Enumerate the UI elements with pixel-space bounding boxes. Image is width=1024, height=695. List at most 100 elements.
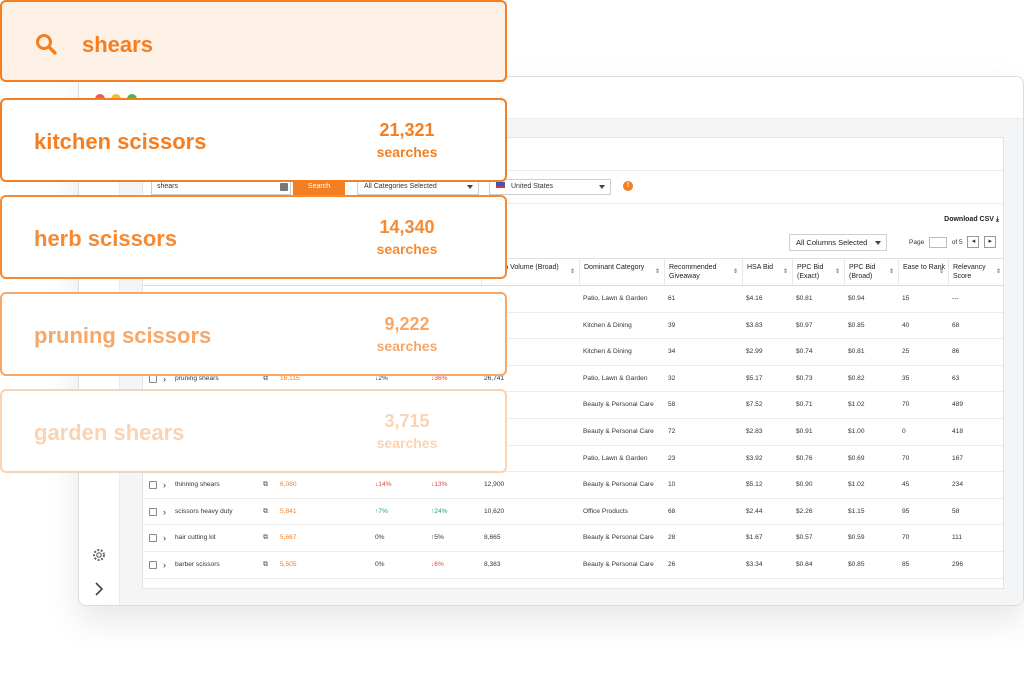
trend-up-icon: ↑ <box>431 507 435 515</box>
hsa-bid-cell: $2.99 <box>746 348 763 356</box>
sort-icon: ⇕ <box>569 269 575 275</box>
table-row[interactable]: › ⧉ scissors heavy duty 5,841 ↑7% ↑24% 10,620 O… <box>143 499 1003 526</box>
columns-select[interactable]: All Columns Selected <box>789 234 887 251</box>
sort-icon: ⇕ <box>834 269 840 275</box>
external-link-icon[interactable]: ⧉ <box>263 507 268 515</box>
ease-to-rank-cell: 70 <box>902 534 910 542</box>
category-cell: Beauty & Personal Care <box>583 401 654 409</box>
broad-volume-cell: 8,383 <box>484 560 501 568</box>
external-link-icon[interactable]: ⧉ <box>263 560 268 568</box>
keyword-cell[interactable]: pruning shears <box>175 374 219 382</box>
search-volume-cell: 5,841 <box>280 507 297 515</box>
search-query-card[interactable]: shears <box>0 0 507 82</box>
ppc-broad-cell: $0.81 <box>848 348 865 356</box>
row-checkbox[interactable] <box>149 534 157 543</box>
keyword-cell[interactable]: thinning shears <box>175 481 220 489</box>
keyword-card[interactable]: garden shears 3,715 searches <box>0 389 507 473</box>
columns-select-value: All Columns Selected <box>796 238 868 247</box>
keyword-card[interactable]: herb scissors 14,340 searches <box>0 195 507 279</box>
keyword-search-input[interactable]: shears <box>151 179 291 195</box>
table-row[interactable]: › ⧉ hair cutting kit 5,667 0% ↑5% 8,665 Beauty … <box>143 525 1003 552</box>
category-cell: Beauty & Personal Care <box>583 560 654 568</box>
column-header[interactable]: Recommended Giveaway ⇕ <box>664 259 742 286</box>
search-icon <box>34 32 58 56</box>
marketplace-select[interactable]: United States <box>489 179 611 195</box>
page-number-input[interactable] <box>929 236 947 248</box>
ppc-exact-cell: $0.74 <box>796 348 813 356</box>
search-button[interactable]: Search <box>293 179 345 195</box>
row-checkbox[interactable] <box>149 481 157 490</box>
expand-chevron-icon[interactable]: › <box>163 373 166 384</box>
column-header[interactable]: Ease to Rank ⇕ <box>898 259 948 286</box>
giveaway-cell: 28 <box>668 534 676 542</box>
ease-to-rank-cell: 70 <box>902 401 910 409</box>
keyword-table: Search Volume (Broad) ⇕ Dominant Category… <box>143 258 1003 588</box>
marketplace-select-value: United States <box>511 183 554 190</box>
sort-icon: ⇕ <box>654 269 660 275</box>
category-cell: Kitchen & Dining <box>583 321 632 329</box>
expand-chevron-icon[interactable]: › <box>163 559 166 570</box>
hsa-bid-cell: $2.83 <box>746 427 763 435</box>
keyword-cell[interactable]: hair cutting kit <box>175 534 216 542</box>
ppc-exact-cell: $2.26 <box>796 507 813 515</box>
chevron-right-icon[interactable] <box>90 581 108 599</box>
search-volume-cell: 16,115 <box>280 374 300 382</box>
search-volume-cell: 5,667 <box>280 534 297 542</box>
category-cell: Patio, Lawn & Garden <box>583 454 648 462</box>
keyword-name: pruning scissors <box>34 323 212 348</box>
column-header[interactable]: Dominant Category ⇕ <box>579 259 664 286</box>
keyword-name: kitchen scissors <box>34 129 207 154</box>
search-count-unit: searches <box>376 144 438 160</box>
giveaway-cell: 32 <box>668 374 676 382</box>
keyword-card[interactable]: pruning scissors 9,222 searches <box>0 292 507 376</box>
search-count: 14,340 <box>379 217 435 237</box>
gear-icon[interactable] <box>90 547 108 565</box>
external-link-icon[interactable]: ⧉ <box>263 374 268 382</box>
row-checkbox[interactable] <box>149 560 157 569</box>
column-header[interactable]: HSA Bid ⇕ <box>742 259 792 286</box>
giveaway-cell: 61 <box>668 295 676 302</box>
broad-volume-cell: 26,741 <box>484 374 505 382</box>
expand-chevron-icon[interactable]: › <box>163 506 166 517</box>
trend-cell: ↓14% <box>375 481 392 489</box>
table-row[interactable]: › ⧉ thinning shears 6,080 ↓14% ↓13% 12,900 Beau… <box>143 472 1003 499</box>
relevancy-cell: 234 <box>952 481 964 489</box>
column-header[interactable]: PPC Bid (Broad) ⇕ <box>844 259 898 286</box>
keyboard-icon[interactable] <box>280 183 288 191</box>
prev-page-button[interactable]: ◂ <box>967 236 980 248</box>
download-icon: ⤓ <box>995 216 999 223</box>
keyword-card[interactable]: kitchen scissors 21,321 searches <box>0 98 507 182</box>
category-cell: Office Products <box>583 507 628 515</box>
search-count-unit: searches <box>376 338 438 354</box>
table-row[interactable]: › ⧉ pruning shears 16,115 ↓2% ↓36% 26,741 Patio… <box>143 366 1003 393</box>
download-csv-button[interactable]: Download CSV ⤓ <box>944 216 999 224</box>
hsa-bid-cell: $3.34 <box>746 560 763 568</box>
keyword-cell[interactable]: scissors heavy duty <box>175 507 233 515</box>
expand-chevron-icon[interactable]: › <box>163 480 166 491</box>
relevancy-cell: 111 <box>952 534 963 542</box>
ease-to-rank-cell: 70 <box>902 454 910 462</box>
relevancy-cell: 167 <box>952 454 964 462</box>
keyword-cell[interactable]: barber scissors <box>175 560 220 568</box>
row-checkbox[interactable] <box>149 507 157 516</box>
column-header[interactable]: PPC Bid (Exact) ⇕ <box>792 259 844 286</box>
hsa-bid-cell: $1.67 <box>746 534 763 542</box>
page-label: Page <box>909 238 925 246</box>
hsa-bid-cell: $3.83 <box>746 321 763 329</box>
category-cell: Patio, Lawn & Garden <box>583 374 648 382</box>
trend-down-icon: ↓ <box>375 374 379 382</box>
giveaway-cell: 23 <box>668 454 676 462</box>
column-header[interactable]: Relevancy Score ⇕ <box>948 259 1003 286</box>
ppc-exact-cell: $0.90 <box>796 481 813 489</box>
info-icon[interactable]: ! <box>623 181 633 191</box>
relevancy-cell: 296 <box>952 560 964 568</box>
relevancy-cell: 68 <box>952 321 960 329</box>
external-link-icon[interactable]: ⧉ <box>263 481 268 489</box>
expand-chevron-icon[interactable]: › <box>163 533 166 544</box>
table-row[interactable]: › ⧉ barber scissors 5,505 0% ↓6% 8,383 Beauty &… <box>143 552 1003 579</box>
ppc-broad-cell: $1.02 <box>848 401 865 409</box>
next-page-button[interactable]: ▸ <box>984 236 997 248</box>
ease-to-rank-cell: 85 <box>902 560 910 568</box>
external-link-icon[interactable]: ⧉ <box>263 534 268 542</box>
sort-icon: ⇕ <box>782 269 788 275</box>
